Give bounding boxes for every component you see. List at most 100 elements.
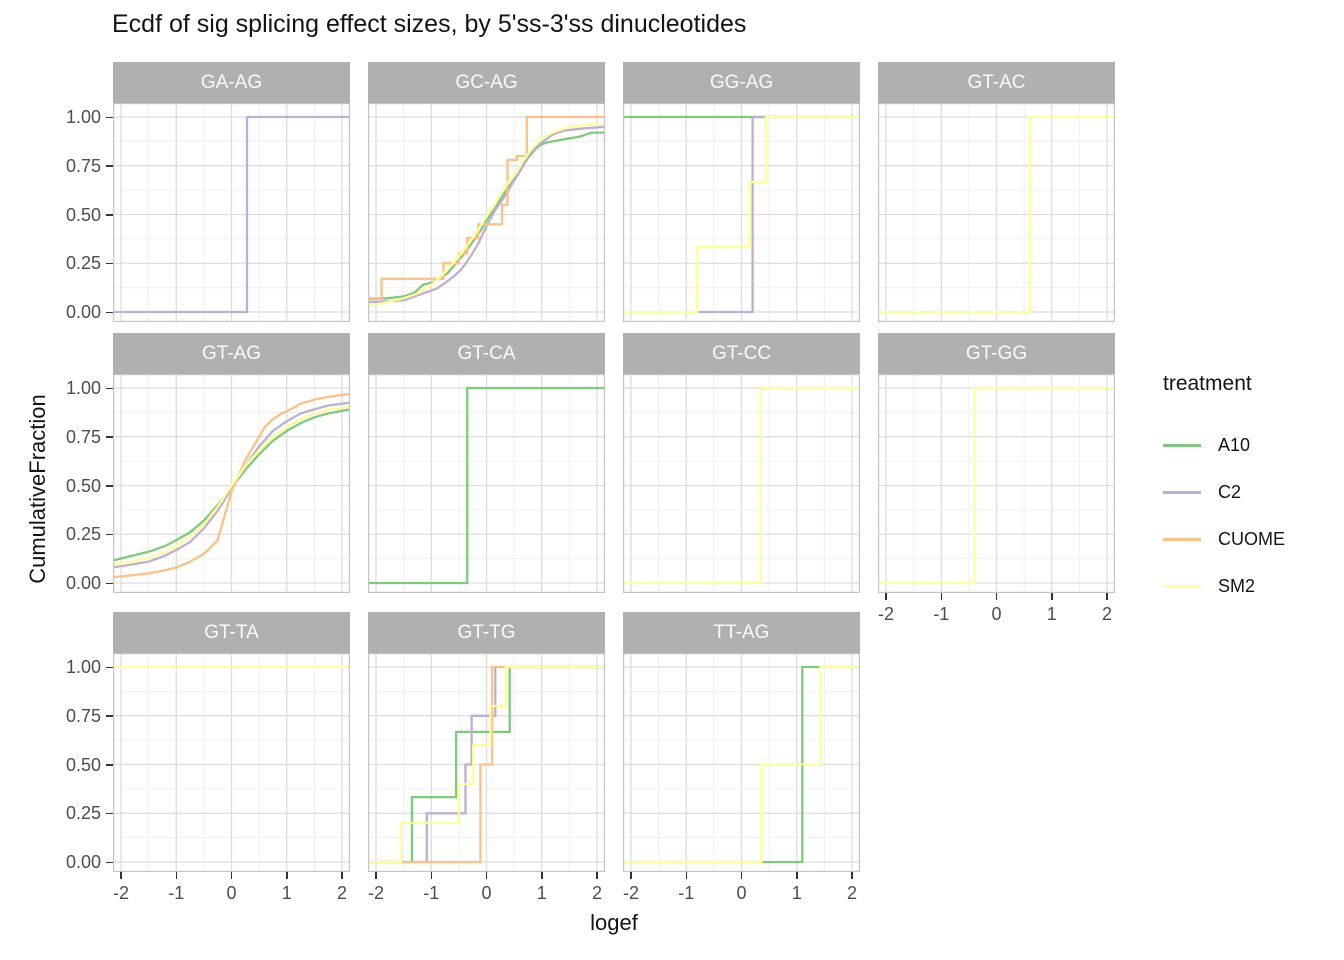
panel-border — [623, 374, 860, 593]
x-tick — [485, 872, 488, 879]
y-tick — [106, 116, 113, 118]
y-tick-label: 0.50 — [65, 754, 101, 775]
x-tick-label: 0 — [736, 883, 747, 903]
legend-label: SM2 — [1218, 576, 1256, 596]
x-tick-label: -1 — [933, 604, 950, 624]
x-tick — [175, 872, 177, 879]
x-tick-label: -2 — [877, 604, 894, 624]
facet-panel-GT-GG — [878, 374, 1115, 593]
legend-label: CUOME — [1218, 529, 1285, 549]
panel-border — [623, 103, 860, 322]
x-tick — [685, 872, 687, 879]
facet-title: GT-CA — [457, 342, 516, 364]
y-tick-label: 0.75 — [65, 426, 101, 447]
y-tick — [106, 861, 113, 863]
x-tick-label: -1 — [678, 883, 695, 903]
y-tick — [106, 666, 113, 668]
x-tick — [885, 593, 887, 600]
y-axis-title: CumulativeFraction — [25, 394, 50, 584]
facet-strip-GA-AG: GA-AG — [113, 62, 350, 103]
facet-title: GT-AG — [201, 342, 262, 364]
facet-title: GT-GG — [965, 342, 1028, 364]
legend: treatment A10 C2 CUOME SM2 — [1163, 372, 1285, 610]
y-tick — [106, 262, 113, 265]
y-tick-label: 0.25 — [65, 803, 101, 824]
facet-strip-TT-AG: TT-AG — [623, 612, 860, 653]
legend-item-A10: A10 — [1163, 422, 1285, 469]
facet-strip-GT-CA: GT-CA — [368, 333, 605, 374]
legend-label: A10 — [1218, 435, 1251, 455]
y-tick — [106, 214, 113, 216]
y-tick — [106, 812, 113, 815]
facet-strip-GT-GG: GT-GG — [878, 333, 1115, 374]
legend-line-swatch — [1163, 491, 1201, 494]
legend-label: C2 — [1218, 482, 1242, 502]
y-tick-label: 0.50 — [65, 475, 101, 496]
y-tick-label: 0.00 — [65, 573, 101, 593]
facet-strip-GT-AC: GT-AC — [878, 62, 1115, 103]
facet-title: GG-AG — [709, 71, 774, 93]
legend-item-C2: C2 — [1163, 469, 1285, 516]
x-tick — [341, 872, 343, 879]
x-tick-label: 2 — [591, 883, 602, 903]
facet-panel-GT-TA — [113, 653, 350, 872]
y-tick — [106, 311, 113, 313]
y-tick — [106, 485, 113, 487]
y-tick — [106, 582, 113, 584]
y-tick-label: 0.75 — [65, 155, 101, 176]
ecdf-line-SM2 — [878, 115, 1115, 314]
facet-title: GT-CC — [711, 342, 772, 364]
x-tick-label: 1 — [791, 883, 802, 903]
x-axis-title: logef — [590, 910, 638, 935]
x-tick-label: -2 — [367, 883, 384, 903]
x-tick — [740, 872, 743, 879]
x-tick-label: 0 — [481, 883, 492, 903]
x-tick — [286, 872, 288, 879]
x-tick — [851, 872, 853, 879]
x-tick-label: 2 — [846, 883, 857, 903]
panel-border — [623, 653, 860, 872]
legend-line-swatch — [1163, 538, 1201, 541]
ecdf-line-C2 — [368, 125, 605, 304]
facet-strip-GT-TG: GT-TG — [368, 612, 605, 653]
facet-title: GT-AC — [967, 71, 1026, 93]
x-tick — [1051, 593, 1053, 600]
x-tick-label: -2 — [622, 883, 639, 903]
ecdf-line-C2 — [113, 401, 350, 569]
y-tick-label: 1.00 — [65, 378, 101, 398]
y-tick — [106, 436, 113, 438]
ecdf-line-SM2 — [878, 386, 1115, 585]
facet-title: GT-TA — [204, 621, 259, 643]
facet-strip-GT-AG: GT-AG — [113, 333, 350, 374]
legend-items: A10 C2 CUOME SM2 — [1163, 422, 1285, 610]
ecdf-line-SM2 — [623, 665, 860, 864]
ecdf-line-C2 — [368, 665, 605, 864]
facet-title: GC-AG — [455, 71, 518, 93]
panel-border — [113, 653, 350, 872]
facet-panel-GG-AG — [623, 103, 860, 322]
x-tick — [375, 872, 377, 879]
x-tick — [430, 872, 432, 879]
ecdf-line-CUOME — [113, 392, 350, 579]
facet-title: GT-TG — [457, 621, 516, 643]
facet-strip-GC-AG: GC-AG — [368, 62, 605, 103]
x-tick-label: 2 — [336, 883, 347, 903]
panel-border — [368, 103, 605, 322]
x-tick — [596, 872, 598, 879]
x-tick-label: 1 — [1046, 604, 1057, 624]
panel-border — [368, 374, 605, 593]
x-tick-label: 2 — [1101, 604, 1112, 624]
facet-panel-GT-CC — [623, 374, 860, 593]
panel-border — [113, 103, 350, 322]
x-tick-label: 1 — [536, 883, 547, 903]
ecdf-line-A10 — [368, 131, 605, 301]
legend-item-SM2: SM2 — [1163, 563, 1285, 610]
x-tick — [630, 872, 632, 879]
facet-strip-GT-CC: GT-CC — [623, 333, 860, 374]
y-tick-label: 0.25 — [65, 253, 101, 274]
facet-title: TT-AG — [713, 621, 770, 643]
y-tick-label: 0.00 — [65, 852, 101, 872]
x-tick-label: -1 — [423, 883, 440, 903]
panel-border — [368, 653, 605, 872]
ecdf-line-SM2 — [113, 405, 350, 566]
